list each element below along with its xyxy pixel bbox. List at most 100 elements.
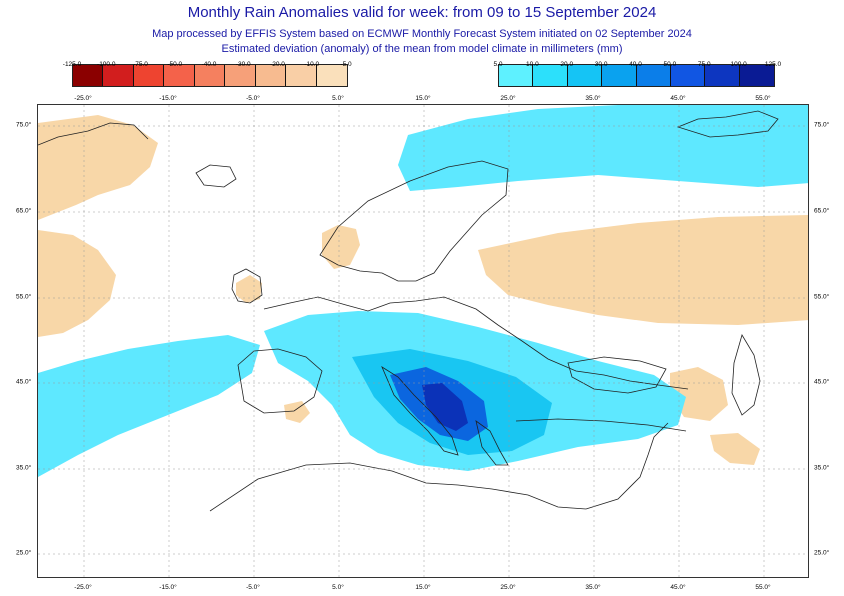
map-svg [38,105,808,577]
colorbar-label: -50.0 [167,61,183,68]
lon-tick-bottom: 25.0° [500,584,516,591]
lat-tick-left: 65.0° [16,207,32,215]
coast-italy [381,365,459,456]
coast-turkey [515,418,687,432]
colorbar-label: -20.0 [270,61,285,68]
graticule [38,105,808,577]
colorbar-swatch [73,65,104,86]
colorbar-swatch [705,65,740,86]
colorbar-swatch [499,65,534,86]
lat-tick-left: 35.0° [16,464,32,472]
lon-tick-bottom: 15.0° [415,584,431,591]
colorbar-label: 5.0 [493,61,503,68]
map-subtitle-units: Estimated deviation (anomaly) of the mea… [221,43,623,55]
coast-britain [231,268,263,304]
lon-tick-bottom: 5.0° [332,584,344,591]
colorbar-swatch [739,65,774,86]
lat-tick-left: 75.0° [16,121,32,129]
colorbar-swatch [636,65,671,86]
anomaly-map [37,104,809,578]
dry-anomaly-areas [38,115,808,465]
lon-tick-bottom: 35.0° [585,584,601,591]
lon-tick-top: 35.0° [585,95,601,102]
lon-tick-top: 5.0° [332,95,344,102]
colorbar-swatch [286,65,317,86]
colorbar-label: -40.0 [201,61,217,68]
map-title: Monthly Rain Anomalies valid for week: f… [187,4,657,21]
colorbar-swatch [164,65,195,86]
lat-tick-right: 25.0° [814,549,830,557]
lon-tick-bottom: 45.0° [670,584,686,591]
lat-tick-right: 45.0° [814,378,830,386]
colorbar-swatch [602,65,637,86]
lon-tick-top: 25.0° [500,95,516,102]
colorbar-label: 75.0 [697,61,711,68]
lon-tick-bottom: -5.0° [246,584,260,591]
dry-area-russia [478,215,808,325]
coast-europe-mainland [263,296,689,390]
lon-tick-bottom: -25.0° [74,584,92,591]
coast-arctic-islands [676,110,779,138]
colorbar-label: -125.0 [62,61,82,68]
wet-area-arctic [398,105,808,191]
lon-tick-bottom: 55.0° [755,584,771,591]
coast-scandinavia [319,160,509,282]
wet-area-atlantic [38,335,260,477]
lat-tick-left: 25.0° [16,549,32,557]
colorbar-label: 20.0 [560,61,574,68]
lat-tick-right: 55.0° [814,293,830,301]
colorbar-label: 40.0 [629,61,642,68]
coast-iberia [237,348,323,414]
lon-tick-top: 55.0° [755,95,771,102]
colorbar-swatch [316,65,347,86]
colorbar-label: -10.0 [304,61,320,68]
dry-area-norway [322,225,360,269]
coast-caspian [731,334,761,416]
colorbar-label: 30.0 [594,61,608,68]
lon-tick-bottom: -15.0° [159,584,177,591]
colorbar-label: 100.0 [730,61,747,68]
colorbar-swatch [133,65,165,86]
coast-greenland [38,122,149,146]
colorbar-swatch [670,65,706,86]
dry-area-turkey [670,367,728,421]
colorbar-swatch [533,65,568,86]
coast-greece [475,420,509,466]
coast-iceland [195,164,237,188]
colorbar-label: -75.0 [133,61,148,68]
coast-black-sea [567,356,667,394]
dry-area-levant [710,433,760,465]
colorbar-negative [72,64,348,87]
colorbar-label: -5.0 [340,61,352,68]
lon-tick-top: -5.0° [246,95,260,102]
colorbar-positive [498,64,775,87]
coast-north-africa [209,462,587,512]
lat-tick-right: 35.0° [814,464,830,472]
dry-area-atlantic-west [38,230,116,337]
wet-anomaly-areas [38,105,808,477]
colorbar-swatch [255,65,287,86]
colorbar-swatch [567,65,603,86]
lon-tick-top: 45.0° [670,95,686,102]
coast-levant [585,422,669,510]
wet-area-adriatic-core [422,383,468,431]
colorbar-label: -100.0 [97,61,116,68]
dry-area-atlantic-north [38,115,158,220]
colorbar-swatch [194,65,226,86]
lon-tick-top: 15.0° [415,95,431,102]
lat-tick-right: 65.0° [814,207,830,215]
dry-area-britain [236,275,262,303]
coastlines [38,110,779,512]
lat-tick-right: 75.0° [814,121,830,129]
lon-tick-top: -25.0° [74,95,92,102]
lat-tick-left: 55.0° [16,293,32,301]
colorbar-label: -30.0 [235,61,251,68]
map-subtitle-source: Map processed by EFFIS System based on E… [152,28,692,40]
colorbar-label: 50.0 [663,61,677,68]
colorbar-swatch [225,65,256,86]
lon-tick-top: -15.0° [159,95,177,102]
dry-area-iberia [284,401,310,423]
colorbar-label: 10.0 [526,61,539,68]
colorbar-swatch [103,65,134,86]
lat-tick-left: 45.0° [16,378,32,386]
